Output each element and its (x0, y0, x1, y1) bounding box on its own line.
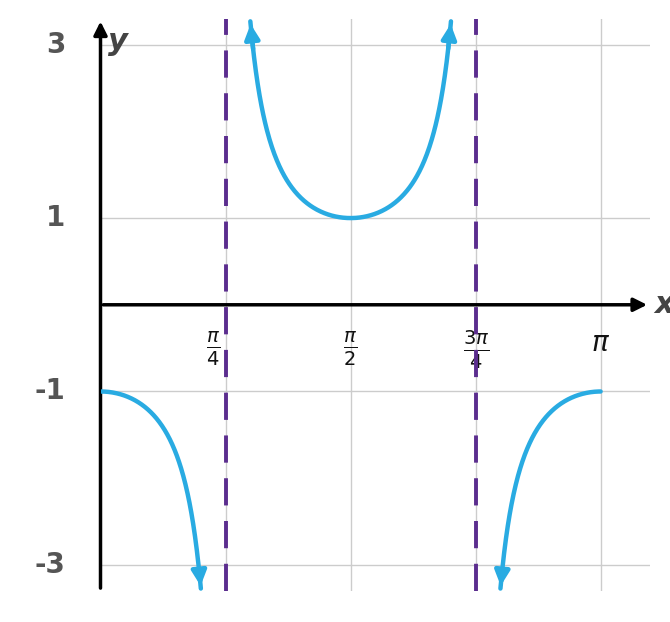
Text: -1: -1 (35, 378, 66, 406)
Text: $\frac{3\pi}{4}$: $\frac{3\pi}{4}$ (462, 329, 489, 371)
Text: 1: 1 (46, 204, 66, 232)
Text: x: x (655, 290, 670, 319)
Text: $\frac{\pi}{4}$: $\frac{\pi}{4}$ (206, 329, 220, 368)
Text: $\frac{\pi}{2}$: $\frac{\pi}{2}$ (344, 329, 358, 368)
Text: $\pi$: $\pi$ (591, 329, 610, 357)
Text: -3: -3 (35, 551, 66, 579)
Text: 3: 3 (46, 30, 66, 58)
Text: y: y (109, 27, 129, 57)
